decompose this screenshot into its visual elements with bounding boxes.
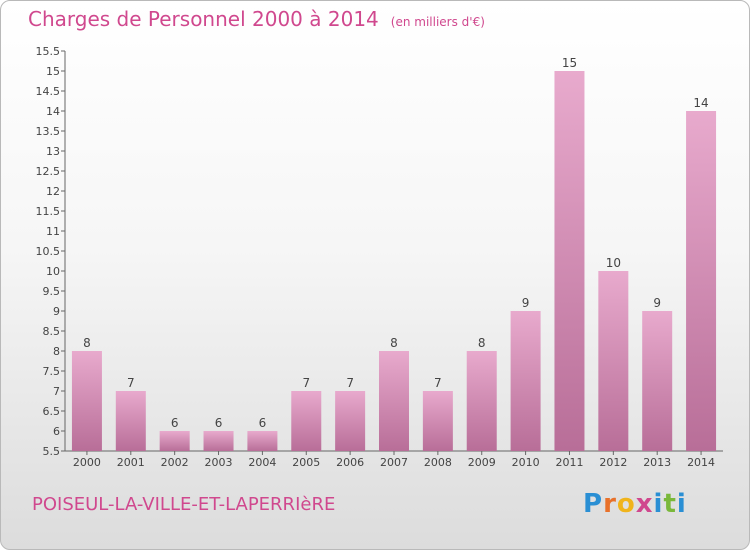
bar-2013 [642,311,673,451]
y-tick-label: 11.5 [36,205,61,218]
y-tick-label: 7 [53,385,60,398]
y-tick-label: 10 [46,265,60,278]
bar-2000 [71,351,102,451]
x-tick-label: 2012 [599,456,627,469]
x-tick-label: 2007 [380,456,408,469]
bar-value-label: 10 [606,256,621,270]
y-tick-label: 13 [46,145,60,158]
bar-value-label: 8 [478,336,486,350]
y-tick-label: 15.5 [36,45,61,58]
bar-2003 [203,431,234,451]
x-tick-label: 2004 [248,456,276,469]
chart-axes: 5.5 6 6.5 7 7.5 8 8.5 9 9.5 10 10.5 11 11.5 12 12.5 13 1… [36,45,723,458]
logo-letter: r [603,489,617,519]
y-tick-label: 8 [53,345,60,358]
y-tick-label: 12.5 [36,165,61,178]
bar-2001 [115,391,146,451]
bar-value-label: 14 [693,96,708,110]
y-tick-label: 12 [46,185,60,198]
x-tick-label: 2011 [555,456,583,469]
bar-value-label: 8 [83,336,91,350]
logo-letter: t [663,489,677,519]
x-tick-label: 2006 [336,456,364,469]
bar-value-label: 7 [127,376,135,390]
logo-letter: P [583,489,604,519]
bar-2009 [466,351,497,451]
bar-value-label: 7 [346,376,354,390]
bar-value-label: 15 [562,56,577,70]
x-tick-label: 2005 [292,456,320,469]
bar-2008 [422,391,453,451]
chart-title-text: Charges de Personnel 2000 à 2014 [28,7,379,31]
y-tick-label: 14.5 [36,85,61,98]
bar-value-label: 9 [522,296,530,310]
y-tick-label: 11 [46,225,60,238]
y-tick-label: 7.5 [43,365,61,378]
bar-value-label: 9 [653,296,661,310]
x-tick-label: 2009 [468,456,496,469]
bar-2006 [335,391,366,451]
x-tick-label: 2000 [73,456,101,469]
x-tick-label: 2010 [512,456,540,469]
bar-value-label: 7 [434,376,442,390]
chart-labels: 8 2000 7 2001 6 2002 6 2003 6 2004 7 2005 7 2006 8 2007… [73,56,715,469]
chart-title-unit: (en milliers d'€) [390,15,485,29]
logo-letter: i [653,489,664,519]
commune-name: POISEUL-LA-VILLE-ET-LAPERRIèRE [32,494,336,515]
chart-bars [71,71,717,451]
bar-value-label: 8 [390,336,398,350]
bar-2011 [554,71,585,451]
y-tick-label: 8.5 [43,325,61,338]
y-tick-label: 6 [53,425,60,438]
bar-2004 [247,431,278,451]
y-tick-label: 9.5 [43,285,61,298]
x-tick-label: 2014 [687,456,715,469]
logo-letter: i [676,489,687,519]
bar-value-label: 6 [171,416,179,430]
logo-letter: o [616,489,636,519]
logo-letter: x [635,489,654,519]
bar-value-label: 6 [259,416,267,430]
y-tick-label: 15 [46,65,60,78]
bar-value-label: 6 [215,416,223,430]
chart-title: Charges de Personnel 2000 à 2014 (en mill… [28,7,485,31]
y-tick-label: 14 [46,105,60,118]
y-tick-label: 9 [53,305,60,318]
bar-2002 [159,431,190,451]
bar-2005 [291,391,322,451]
x-tick-label: 2008 [424,456,452,469]
y-tick-label: 13.5 [36,125,61,138]
bar-2014 [686,111,717,451]
y-tick-label: 6.5 [43,405,61,418]
bar-value-label: 7 [302,376,310,390]
x-tick-label: 2013 [643,456,671,469]
y-tick-label: 10.5 [36,245,61,258]
proxiti-logo: Proxiti [583,489,687,519]
y-tick-label: 5.5 [43,445,61,458]
x-tick-label: 2002 [161,456,189,469]
x-tick-label: 2001 [117,456,145,469]
bar-2010 [510,311,541,451]
x-tick-label: 2003 [205,456,233,469]
bar-2007 [379,351,409,451]
bar-2012 [598,271,629,451]
